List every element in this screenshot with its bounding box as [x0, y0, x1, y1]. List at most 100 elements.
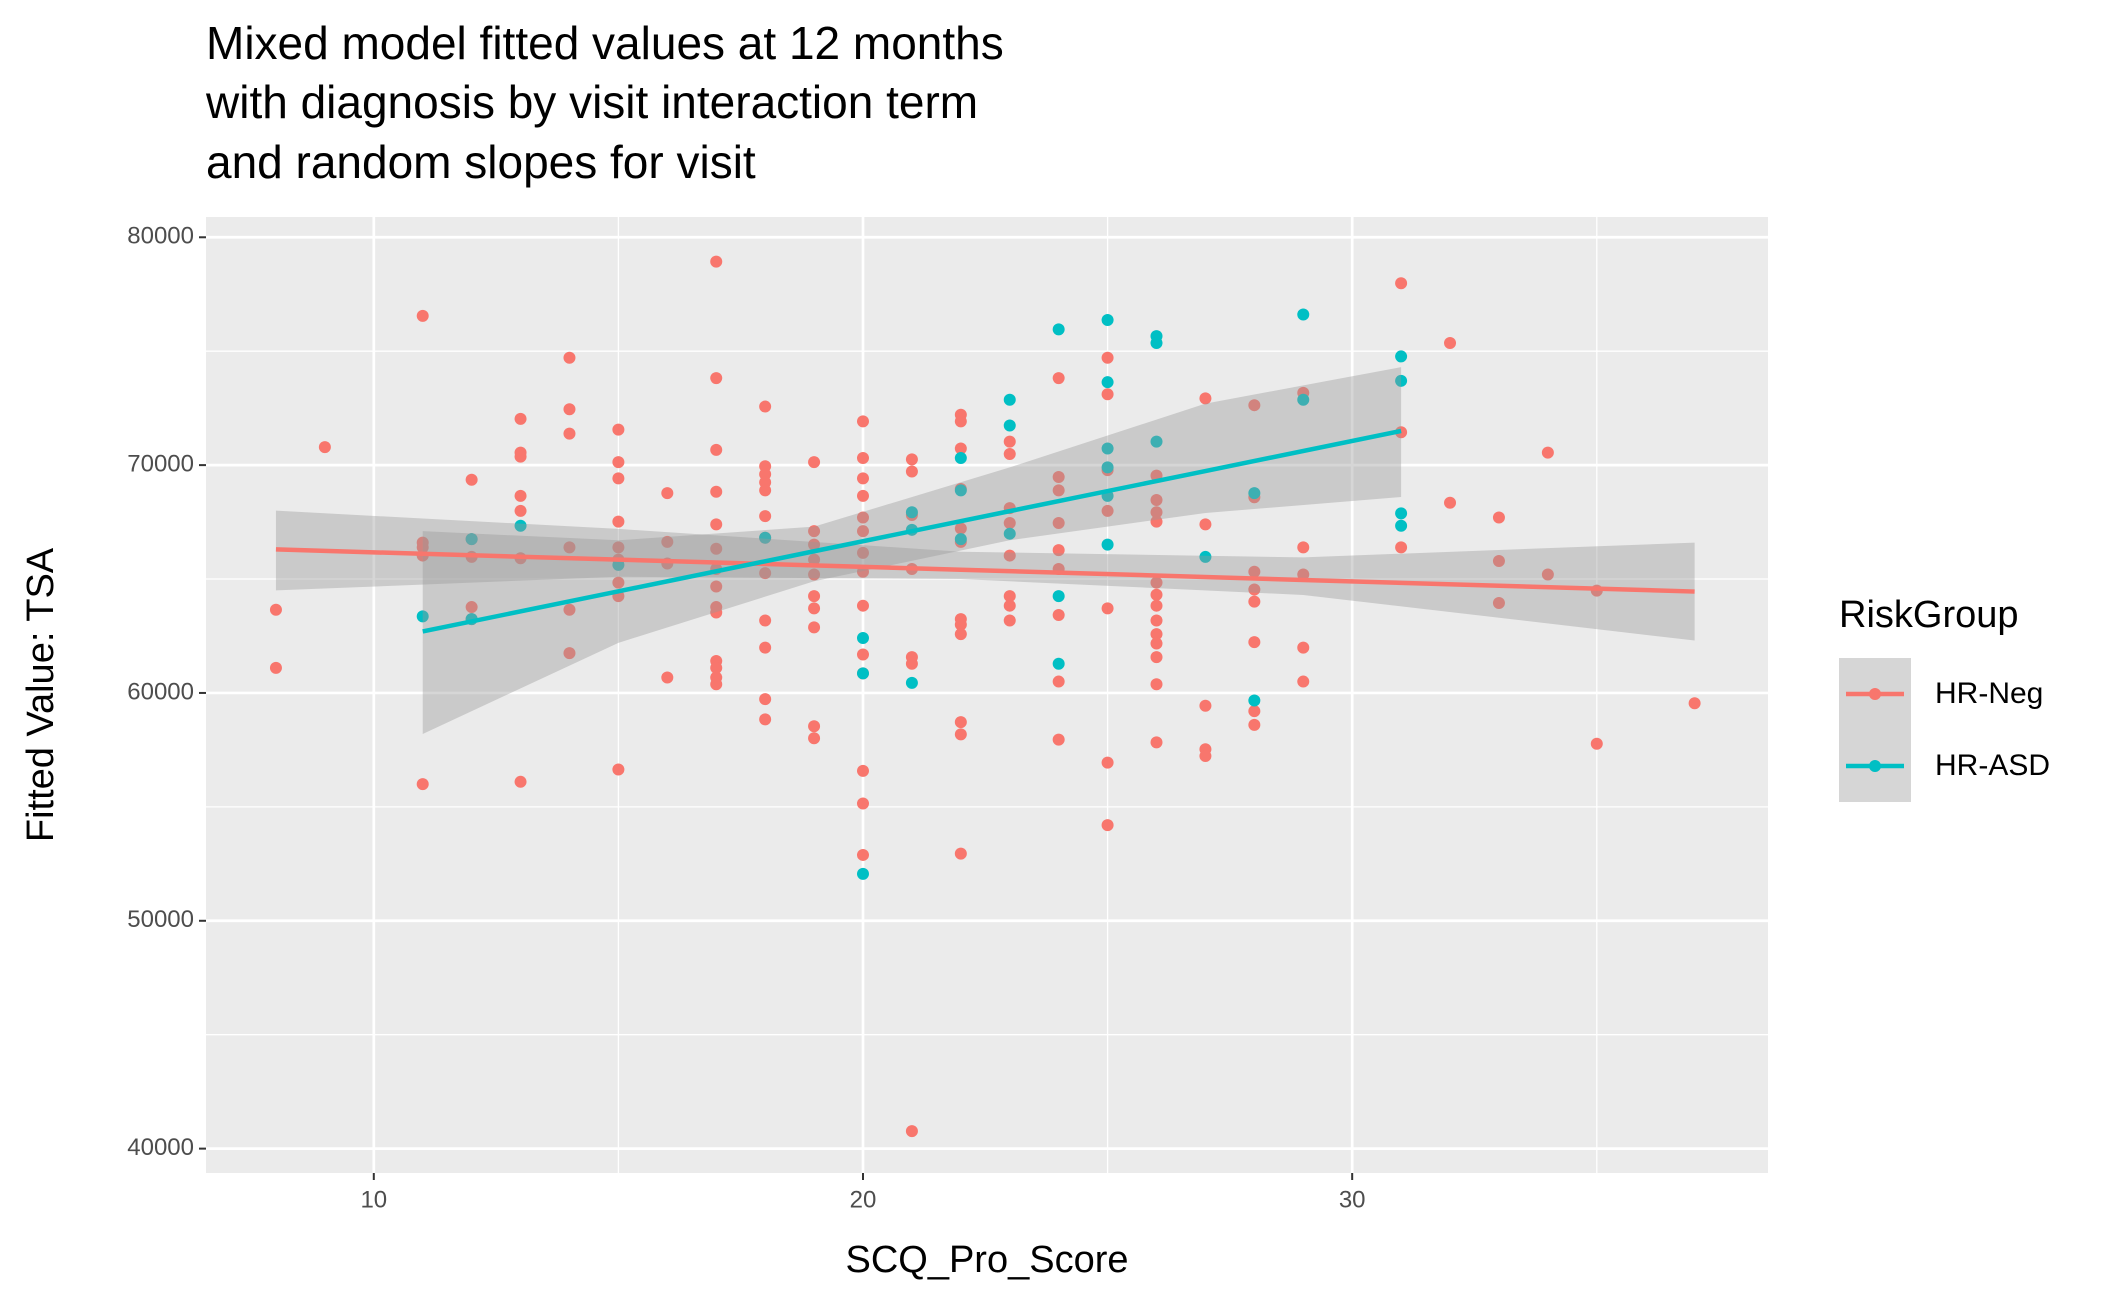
data-point [808, 602, 821, 615]
data-point [1248, 565, 1261, 578]
chart-title: with diagnosis by visit interaction term [205, 76, 978, 128]
data-point [612, 763, 625, 776]
data-point [1003, 549, 1016, 562]
fit-line [275, 547, 1695, 594]
data-point [563, 427, 576, 440]
x-tick-label: 20 [850, 1186, 877, 1213]
data-point [1395, 541, 1408, 554]
data-point [1248, 583, 1261, 596]
data-point [1492, 511, 1505, 524]
data-point [1150, 506, 1163, 519]
data-point [1101, 351, 1114, 364]
data-point [808, 732, 821, 745]
data-point [954, 533, 967, 546]
data-point [661, 487, 674, 500]
data-point [856, 867, 869, 880]
data-point [710, 542, 723, 555]
y-tick-label: 80000 [127, 223, 194, 250]
data-point [1003, 393, 1016, 406]
legend-point [1869, 688, 1881, 700]
data-point [1395, 374, 1408, 387]
data-point [759, 567, 772, 580]
data-point [1248, 399, 1261, 412]
data-point [1101, 756, 1114, 769]
data-point [856, 525, 869, 538]
data-point [710, 372, 723, 385]
data-point [1199, 518, 1212, 531]
data-point [1492, 555, 1505, 568]
data-point [1150, 678, 1163, 691]
y-tick-label: 40000 [127, 1134, 194, 1161]
data-point [1101, 602, 1114, 615]
plot-panel [206, 217, 1768, 1173]
data-point [710, 485, 723, 498]
data-point [1150, 336, 1163, 349]
data-point [612, 472, 625, 485]
data-point [1444, 496, 1457, 509]
data-point [710, 443, 723, 456]
data-point [856, 667, 869, 680]
data-point [1101, 442, 1114, 455]
data-point [759, 713, 772, 726]
data-point [1052, 609, 1065, 622]
data-point [1003, 516, 1016, 529]
data-point [710, 678, 723, 691]
data-point [1003, 590, 1016, 603]
data-point [465, 473, 478, 486]
data-point [1150, 637, 1163, 650]
fit-line [422, 428, 1402, 634]
data-point [856, 848, 869, 861]
data-point [759, 468, 772, 481]
data-point [1101, 461, 1114, 474]
data-point [416, 309, 429, 322]
data-point [514, 489, 527, 502]
legend-label: HR-Neg [1935, 677, 2043, 710]
data-point [808, 568, 821, 581]
data-point [1444, 336, 1457, 349]
data-point [416, 778, 429, 791]
chart-title: Mixed model fitted values at 12 months [206, 17, 1004, 69]
data-point [269, 603, 282, 616]
data-point [1052, 733, 1065, 746]
data-point [1297, 568, 1310, 581]
x-tick-label: 10 [360, 1186, 387, 1213]
data-point [1590, 737, 1603, 750]
data-point [661, 535, 674, 548]
data-point [1248, 487, 1261, 500]
data-point [1003, 435, 1016, 448]
data-point [318, 441, 331, 454]
data-point [416, 610, 429, 623]
data-point [612, 541, 625, 554]
data-point [1199, 699, 1212, 712]
data-point [612, 423, 625, 436]
data-point [563, 541, 576, 554]
data-point [1541, 446, 1554, 459]
data-point [1003, 527, 1016, 540]
legend-title: RiskGroup [1839, 594, 2019, 636]
data-point [905, 1125, 918, 1138]
data-point [1003, 599, 1016, 612]
data-point [710, 661, 723, 674]
data-point [563, 403, 576, 416]
data-point [1297, 675, 1310, 688]
data-point [808, 720, 821, 733]
data-point [1052, 323, 1065, 336]
data-point [514, 412, 527, 425]
data-point [1150, 614, 1163, 627]
data-point [808, 525, 821, 538]
data-point [954, 728, 967, 741]
data-point [514, 450, 527, 463]
data-point [905, 506, 918, 519]
y-tick-label: 60000 [127, 678, 194, 705]
data-point [954, 716, 967, 729]
data-point [1297, 541, 1310, 554]
data-point [465, 601, 478, 614]
data-point [954, 847, 967, 860]
data-point [269, 661, 282, 674]
data-point [856, 511, 869, 524]
data-point [1395, 519, 1408, 532]
data-point [954, 484, 967, 497]
data-point [612, 456, 625, 469]
data-point [1150, 736, 1163, 749]
data-point [514, 504, 527, 517]
